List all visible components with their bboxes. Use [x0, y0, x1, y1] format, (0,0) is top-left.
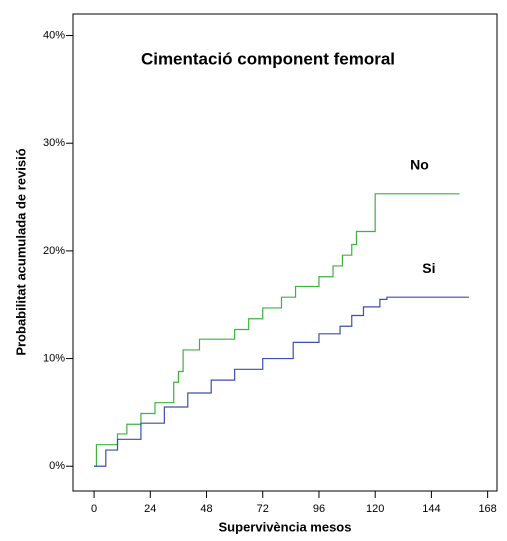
x-axis-title: Supervivència mesos	[219, 519, 352, 534]
chart-title: Cimentació component femoral	[141, 49, 395, 68]
x-tick-label: 144	[422, 503, 440, 515]
x-tick-label: 120	[366, 503, 384, 515]
x-tick-label: 24	[144, 503, 156, 515]
y-tick-label: 0%	[49, 460, 65, 472]
series-line	[94, 296, 469, 467]
x-tick-label: 96	[313, 503, 325, 515]
series-line	[94, 193, 460, 467]
series-label: No	[410, 157, 429, 173]
y-axis-title: Probabilitat acumulada de revisió	[13, 148, 28, 355]
y-tick-label: 40%	[43, 29, 65, 41]
x-tick-label: 0	[91, 503, 97, 515]
plot-frame	[72, 13, 498, 492]
y-tick-label: 30%	[43, 137, 65, 149]
y-tick-label: 10%	[43, 352, 65, 364]
x-tick-label: 168	[478, 503, 496, 515]
x-tick-label: 72	[257, 503, 269, 515]
x-tick-label: 48	[200, 503, 212, 515]
series-label: Si	[422, 260, 435, 276]
y-tick-label: 20%	[43, 245, 65, 257]
